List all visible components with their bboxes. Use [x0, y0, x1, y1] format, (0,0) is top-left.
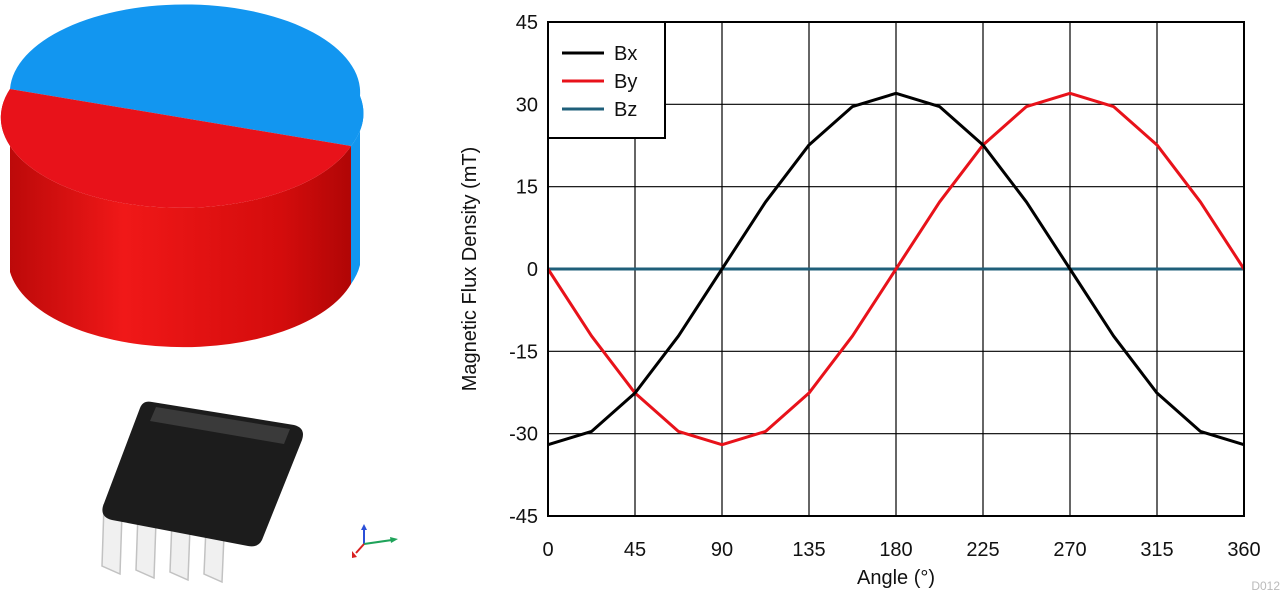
chip-top-highlight: [150, 407, 290, 444]
y-tick-labels: 45 30 15 0 -15 -30 -45: [509, 12, 538, 528]
y-tick-label: -30: [509, 424, 538, 446]
y-tick-label: 30: [516, 94, 538, 116]
plot-frame: [547, 21, 1245, 517]
x-tick-label: 135: [792, 539, 825, 561]
diametric-magnet: [0, 4, 364, 348]
x-tick-label: 180: [879, 539, 912, 561]
x-tick-label: 270: [1053, 539, 1086, 561]
series-line-bx: [547, 91, 1245, 447]
series-line-by: [546, 91, 1246, 447]
magnet-side-red: [0, 89, 352, 348]
sensor-ic-package: [101, 401, 304, 584]
x-tick-label: 45: [624, 539, 646, 561]
y-tick-label: -45: [509, 506, 538, 528]
x-tick-label: 225: [966, 539, 999, 561]
magnet-side-blue: [351, 96, 364, 284]
legend-label-bx: Bx: [614, 43, 637, 65]
y-tick-label: 45: [516, 12, 538, 34]
figure-id: D012: [1251, 579, 1280, 593]
y-tick-label: 15: [516, 177, 538, 199]
y-tick-label: 0: [527, 259, 538, 281]
series-lines: [546, 91, 1246, 447]
magnet-top-blue: [10, 4, 364, 146]
legend-label-bz: Bz: [614, 99, 637, 121]
x-axis-title: Angle (°): [857, 567, 935, 589]
x-tick-label: 315: [1140, 539, 1173, 561]
x-tick-label: 360: [1227, 539, 1260, 561]
y-axis-title: Magnetic Flux Density (mT): [459, 147, 481, 392]
x-tick-label: 0: [542, 539, 553, 561]
y-tick-label: -15: [509, 341, 538, 363]
x-tick-labels: 0 45 90 135 180 225 270 315 360: [542, 539, 1260, 561]
axis-triad-icon: [352, 524, 398, 558]
x-tick-label: 90: [711, 539, 733, 561]
legend-box: [547, 21, 666, 139]
magnet-top-red: [0, 89, 352, 208]
flux-density-chart: 45 30 15 0 -15 -30 -45 0 45 90 135 180 225 270 315 360…: [459, 12, 1280, 593]
magnet-sensor-illustration: [0, 4, 398, 584]
legend-label-by: By: [614, 71, 637, 93]
legend: Bx By Bz: [547, 21, 666, 139]
